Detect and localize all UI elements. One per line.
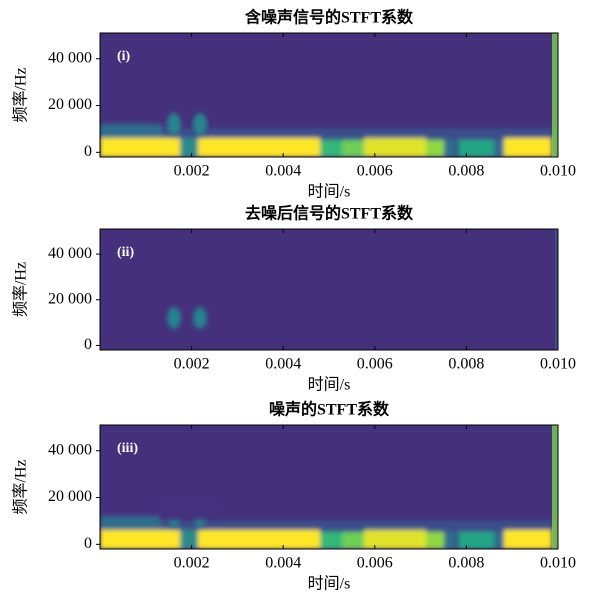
x-axis-label: 时间/s [308,575,351,593]
y-tick-label: 20 000 [48,96,92,113]
chart-title: 去噪后信号的STFT系数 [245,204,414,223]
x-tick-label: 0.008 [448,555,484,572]
y-tick-label: 40 000 [48,245,92,262]
x-tick-label: 0.006 [357,356,393,373]
plot-frame [99,424,559,550]
y-tick-label: 20 000 [48,488,92,505]
x-tick-label: 0.010 [540,555,576,572]
x-tick-label: 0.004 [265,356,301,373]
spectrogram-image [100,425,558,549]
y-tick-label: 0 [84,336,92,353]
panel-label: (iii) [117,441,138,456]
y-tick-label: 40 000 [48,49,92,66]
plot-frame [99,228,559,351]
y-tick-label: 0 [84,535,92,552]
x-tick-label: 0.010 [540,163,576,180]
chart-title: 噪声的STFT系数 [269,400,390,419]
spectrogram-image [100,229,558,350]
x-tick-label: 0.002 [174,555,210,572]
panel-label: (i) [117,49,131,64]
y-axis-label: 频率/Hz [12,262,30,317]
plot-frame [99,32,559,158]
x-tick-label: 0.008 [448,163,484,180]
x-tick-label: 0.004 [265,163,301,180]
y-axis-label: 频率/Hz [12,459,30,514]
x-tick-label: 0.004 [265,555,301,572]
x-tick-label: 0.002 [174,163,210,180]
panel-label: (ii) [117,245,134,260]
y-tick-label: 0 [84,143,92,160]
x-tick-label: 0.010 [540,356,576,373]
y-tick-label: 20 000 [48,290,92,307]
chart-title: 含噪声信号的STFT系数 [245,8,414,27]
x-tick-label: 0.006 [357,163,393,180]
spectrogram-image [100,33,558,157]
x-tick-label: 0.006 [357,555,393,572]
x-axis-label: 时间/s [308,183,351,201]
x-tick-label: 0.008 [448,356,484,373]
x-tick-label: 0.002 [174,356,210,373]
y-tick-label: 40 000 [48,441,92,458]
x-axis-label: 时间/s [308,376,351,394]
y-axis-label: 频率/Hz [12,67,30,122]
